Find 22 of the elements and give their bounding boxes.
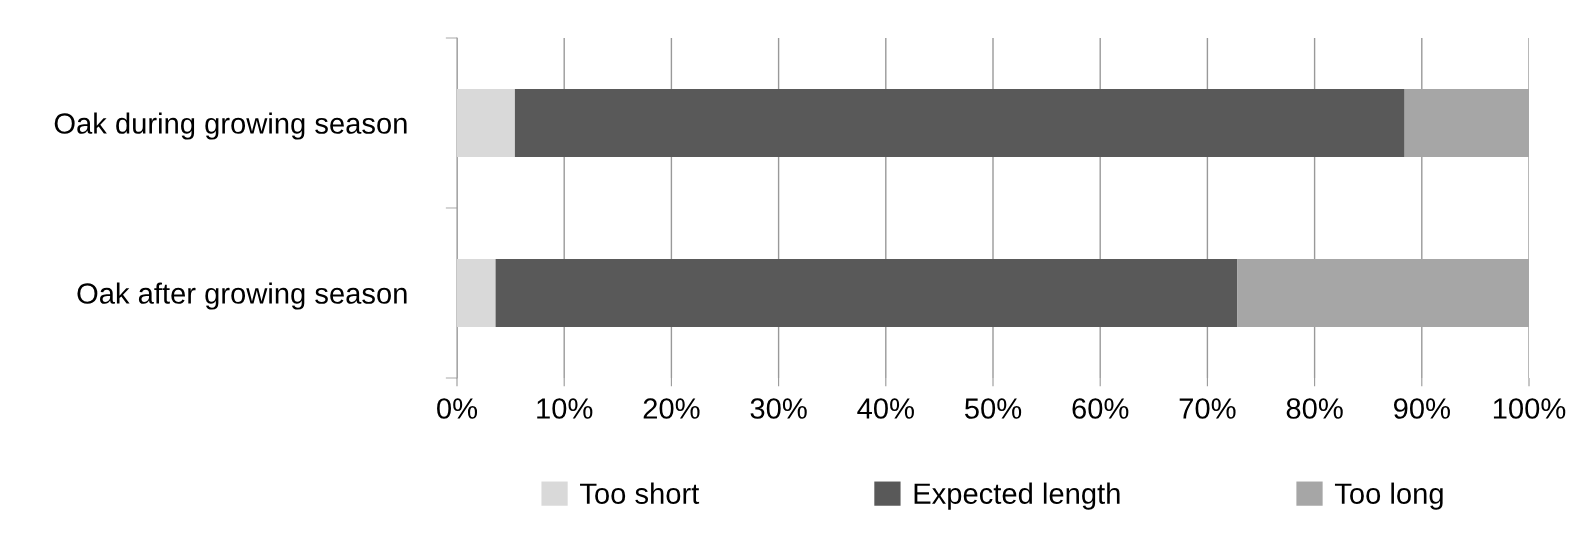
bar: [1237, 259, 1529, 327]
y-tick-label: Oak during growing season: [54, 112, 407, 140]
x-tick-label: 70%: [1179, 398, 1236, 419]
x-tick-label: 60%: [1072, 398, 1129, 419]
x-tick-label: 80%: [1286, 398, 1343, 419]
bar: [457, 259, 496, 327]
legend-label: Too long: [1334, 482, 1443, 510]
bar: [457, 89, 515, 157]
x-tick-label: 30%: [750, 398, 807, 419]
x-tick-label: 20%: [643, 398, 700, 419]
x-tick-label: 50%: [964, 398, 1022, 419]
bar: [1404, 89, 1529, 157]
x-tick-label: 90%: [1393, 398, 1450, 419]
bar: [514, 89, 1405, 157]
bar: [495, 259, 1238, 327]
y-tick-label: Oak after growing season: [77, 282, 407, 310]
x-tick-label: 100%: [1493, 398, 1566, 419]
legend-label: Expected length: [914, 482, 1120, 510]
x-tick-label: 0%: [437, 398, 478, 419]
x-tick-label: 40%: [857, 398, 914, 419]
legend-label: Too short: [580, 482, 700, 504]
x-tick-label: 10%: [537, 398, 593, 419]
